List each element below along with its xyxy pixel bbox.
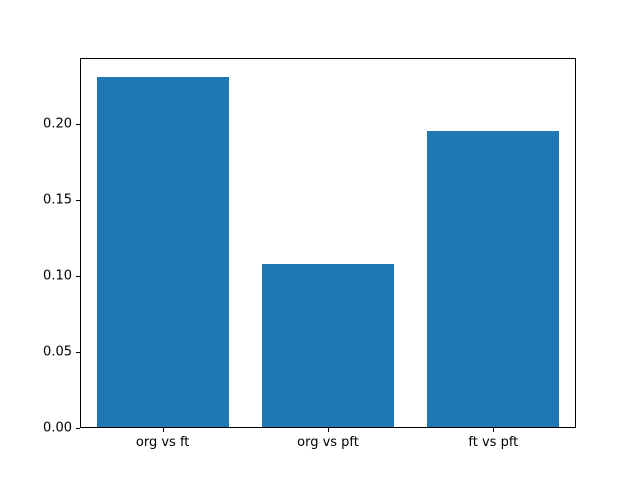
- bar: [97, 76, 230, 427]
- y-tick-label: 0.00: [43, 420, 72, 436]
- plot-area: [80, 58, 576, 428]
- y-tick-label: 0.10: [43, 268, 72, 284]
- y-tick-label: 0.15: [43, 192, 72, 208]
- bar: [426, 130, 559, 427]
- y-tick-label: 0.20: [43, 116, 72, 132]
- bar: [262, 263, 394, 427]
- x-tick-label: org vs ft: [135, 435, 190, 450]
- x-tick-label: ft vs pft: [468, 435, 519, 450]
- x-tick-mark: [328, 428, 329, 432]
- y-tick-label: 0.05: [43, 344, 72, 360]
- bars-group: [81, 59, 575, 427]
- y-tick-mark: [76, 124, 80, 126]
- y-tick-mark: [76, 428, 80, 429]
- y-tick-mark: [76, 352, 80, 354]
- x-tick-mark: [162, 428, 164, 432]
- x-tick-mark: [493, 428, 495, 432]
- y-tick-mark: [76, 276, 80, 278]
- x-tick-label: org vs pft: [297, 435, 359, 450]
- y-tick-mark: [76, 200, 80, 202]
